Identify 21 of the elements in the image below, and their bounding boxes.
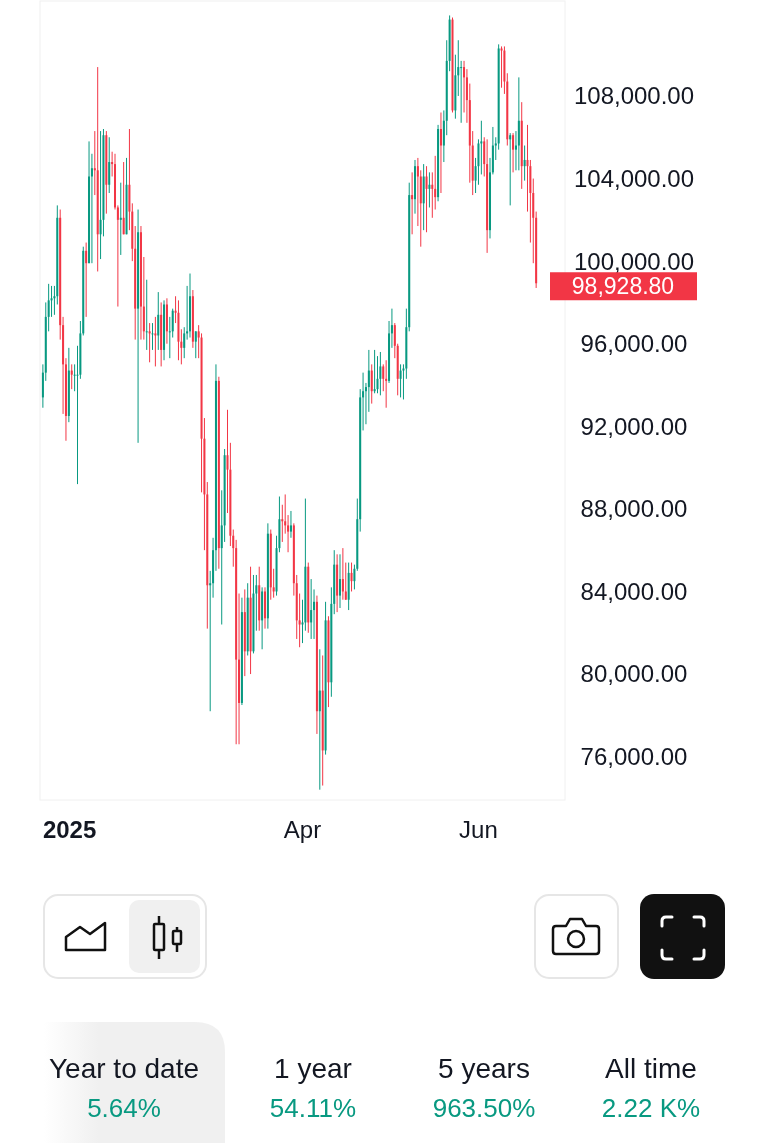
- y-tick-label: 80,000.00: [580, 660, 688, 688]
- y-tick-label: 104,000.00: [573, 164, 695, 192]
- text: 963.50%: [432, 1093, 536, 1123]
- text: 2.22 K%: [601, 1093, 701, 1123]
- text: 1 year: [274, 1053, 352, 1084]
- y-tick-label: 108,000.00: [573, 82, 695, 110]
- y-tick-label: 84,000.00: [580, 577, 688, 605]
- text: 98,928.80: [571, 273, 675, 300]
- x-tick-label: Apr: [283, 816, 322, 843]
- text: 5.64%: [87, 1093, 161, 1123]
- text: 54.11%: [269, 1093, 357, 1123]
- y-tick-label: 92,000.00: [580, 412, 688, 440]
- x-tick-label: 2025: [42, 816, 97, 843]
- x-tick-label: Jun: [459, 816, 498, 843]
- y-tick-label: 100,000.00: [573, 247, 695, 275]
- text: 5 years: [438, 1053, 530, 1084]
- y-tick-label: 96,000.00: [580, 330, 688, 358]
- y-tick-label: 76,000.00: [580, 743, 688, 771]
- text: All time: [605, 1053, 697, 1084]
- text: Year to date: [49, 1053, 199, 1084]
- y-tick-label: 88,000.00: [580, 495, 688, 523]
